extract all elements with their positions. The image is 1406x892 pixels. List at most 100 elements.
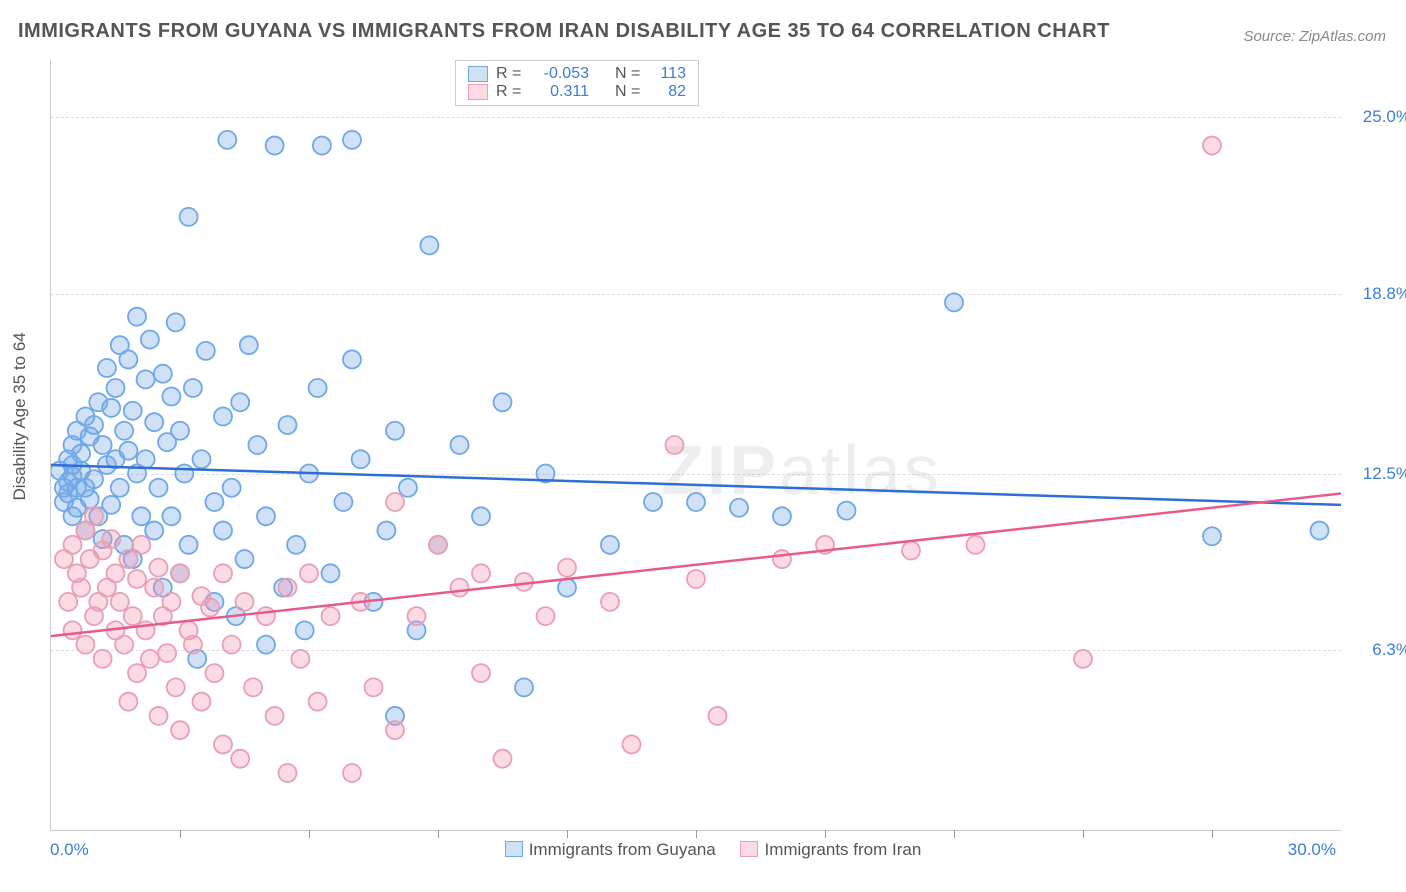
data-point	[644, 493, 662, 511]
data-point	[201, 599, 219, 617]
data-point	[72, 445, 90, 463]
data-point	[352, 450, 370, 468]
data-point	[85, 470, 103, 488]
data-point	[111, 593, 129, 611]
data-point	[132, 507, 150, 525]
x-tick	[1083, 830, 1084, 838]
data-point	[132, 536, 150, 554]
swatch-iran-icon	[468, 84, 488, 100]
stats-row-guyana: R = -0.053 N = 113	[468, 65, 686, 83]
data-point	[300, 564, 318, 582]
r-label: R =	[496, 65, 526, 83]
y-tick-label: 6.3%	[1351, 640, 1406, 660]
data-point	[154, 365, 172, 383]
n-label: N =	[615, 65, 643, 83]
data-point	[309, 379, 327, 397]
data-point	[184, 379, 202, 397]
x-tick	[954, 830, 955, 838]
data-point	[119, 550, 137, 568]
data-point	[214, 522, 232, 540]
r-value-iran: 0.311	[534, 83, 589, 101]
n-value-guyana: 113	[651, 65, 686, 83]
data-point	[218, 131, 236, 149]
legend-label-guyana: Immigrants from Guyana	[529, 840, 716, 859]
data-point	[309, 693, 327, 711]
y-tick-label: 25.0%	[1351, 107, 1406, 127]
data-point	[266, 707, 284, 725]
data-point	[76, 636, 94, 654]
data-point	[494, 393, 512, 411]
data-point	[343, 350, 361, 368]
data-point	[601, 536, 619, 554]
chart-svg	[51, 60, 1341, 830]
data-point	[365, 678, 383, 696]
data-point	[1203, 137, 1221, 155]
data-point	[102, 496, 120, 514]
data-point	[119, 442, 137, 460]
swatch-guyana-icon	[468, 66, 488, 82]
data-point	[386, 721, 404, 739]
data-point	[102, 399, 120, 417]
stats-legend: R = -0.053 N = 113 R = 0.311 N = 82	[455, 60, 699, 106]
data-point	[162, 388, 180, 406]
data-point	[171, 422, 189, 440]
data-point	[180, 536, 198, 554]
data-point	[205, 493, 223, 511]
n-value-iran: 82	[651, 83, 686, 101]
y-tick-label: 18.8%	[1351, 284, 1406, 304]
data-point	[72, 579, 90, 597]
data-point	[291, 650, 309, 668]
source-attribution: Source: ZipAtlas.com	[1243, 28, 1386, 45]
data-point	[399, 479, 417, 497]
y-tick-label: 12.5%	[1351, 464, 1406, 484]
data-point	[231, 750, 249, 768]
data-point	[408, 607, 426, 625]
data-point	[171, 564, 189, 582]
data-point	[601, 593, 619, 611]
data-point	[85, 416, 103, 434]
data-point	[205, 664, 223, 682]
data-point	[322, 607, 340, 625]
data-point	[257, 636, 275, 654]
data-point	[141, 330, 159, 348]
data-point	[184, 636, 202, 654]
data-point	[98, 359, 116, 377]
r-value-guyana: -0.053	[534, 65, 589, 83]
data-point	[386, 422, 404, 440]
data-point	[94, 650, 112, 668]
data-point	[59, 593, 77, 611]
data-point	[137, 450, 155, 468]
x-tick	[180, 830, 181, 838]
data-point	[334, 493, 352, 511]
data-point	[214, 564, 232, 582]
data-point	[193, 450, 211, 468]
legend-label-iran: Immigrants from Iran	[764, 840, 921, 859]
plot-area: ZIPatlas 6.3%12.5%18.8%25.0%	[50, 60, 1341, 831]
data-point	[145, 522, 163, 540]
data-point	[162, 593, 180, 611]
data-point	[145, 579, 163, 597]
data-point	[137, 370, 155, 388]
data-point	[94, 436, 112, 454]
data-point	[150, 707, 168, 725]
data-point	[377, 522, 395, 540]
data-point	[128, 570, 146, 588]
data-point	[257, 507, 275, 525]
data-point	[1203, 527, 1221, 545]
data-point	[494, 750, 512, 768]
data-point	[515, 678, 533, 696]
data-point	[167, 678, 185, 696]
series-legend: Immigrants from Guyana Immigrants from I…	[0, 840, 1406, 860]
legend-swatch-iran-icon	[740, 841, 758, 857]
data-point	[287, 536, 305, 554]
data-point	[1074, 650, 1092, 668]
data-point	[279, 764, 297, 782]
x-tick	[696, 830, 697, 838]
data-point	[386, 493, 404, 511]
data-point	[429, 536, 447, 554]
data-point	[420, 236, 438, 254]
r-label: R =	[496, 83, 526, 101]
data-point	[279, 579, 297, 597]
data-point	[167, 313, 185, 331]
data-point	[107, 564, 125, 582]
